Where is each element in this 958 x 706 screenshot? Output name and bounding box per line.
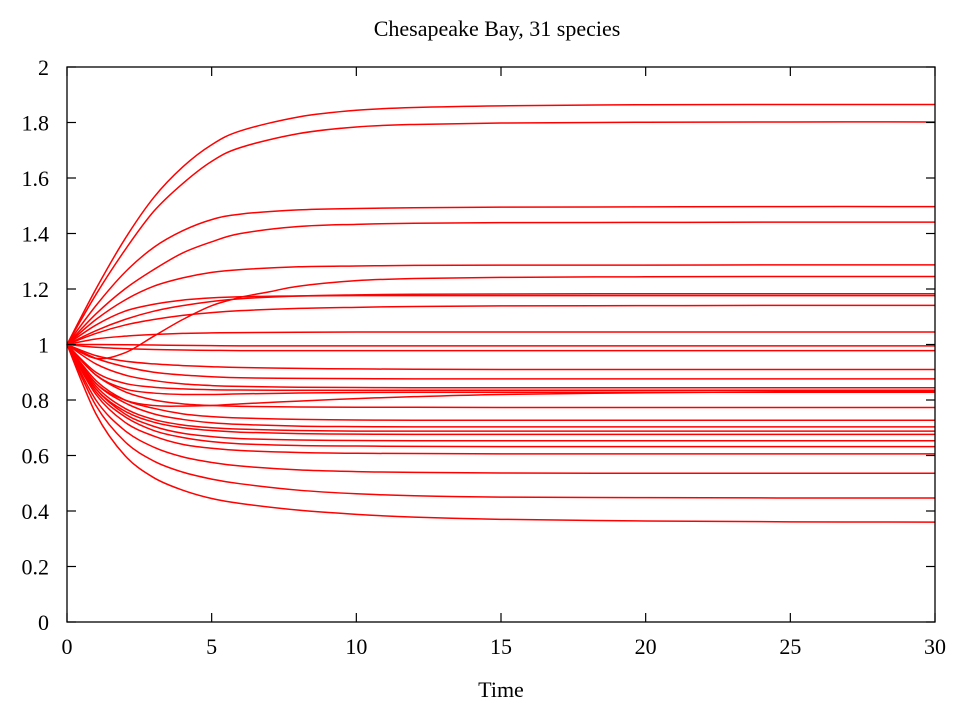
series-line-19 [66, 343, 935, 409]
x-tick-label: 10 [345, 634, 367, 659]
y-tick-label: 0 [38, 610, 49, 635]
series-line-12 [66, 343, 935, 352]
y-tick-label: 0.4 [22, 499, 50, 524]
series-line-9 [66, 304, 936, 346]
series-line-29 [66, 344, 936, 523]
ticks-layer: 0 5 10 15 20 25 30 0 0.2 0.4 0.6 0.8 1 1.2 1.4 1.6 1.8 2 [22, 55, 947, 659]
y-tick-label: 0.2 [22, 555, 50, 580]
series-line-16 [66, 343, 935, 392]
series-line-11 [66, 343, 935, 347]
series-line-14 [66, 343, 935, 380]
series-line-3 [66, 205, 936, 345]
x-tick-label: 15 [490, 634, 512, 659]
plot-frame [66, 66, 936, 623]
y-tick-label: 2 [38, 55, 49, 80]
series-line-2 [66, 121, 936, 345]
y-tick-label: 0.6 [22, 444, 50, 469]
series-line-1 [66, 103, 936, 345]
series-layer [66, 103, 936, 523]
y-tick-label: 1.8 [22, 111, 50, 136]
x-tick-label: 5 [206, 634, 217, 659]
series-line-6 [66, 275, 936, 360]
series-line-25 [66, 344, 935, 448]
series-line-8 [66, 294, 935, 346]
series-line-27 [66, 344, 935, 475]
y-tick-label: 1 [38, 333, 49, 358]
series-line-4 [66, 221, 936, 346]
series-line-22 [66, 344, 935, 432]
series-line-18 [66, 344, 936, 407]
series-line-13 [66, 343, 935, 371]
y-tick-label: 1.6 [22, 166, 50, 191]
x-tick-label: 0 [62, 634, 73, 659]
series-line-5 [66, 264, 936, 346]
y-tick-label: 0.8 [22, 388, 50, 413]
series-line-20 [66, 344, 935, 422]
series-line-24 [66, 344, 935, 442]
x-tick-label: 30 [924, 634, 946, 659]
series-line-10 [66, 331, 935, 346]
y-tick-label: 1.4 [22, 222, 50, 247]
x-tick-label: 25 [779, 634, 801, 659]
chart-title: Chesapeake Bay, 31 species [374, 16, 621, 41]
x-axis-label: Time [478, 677, 524, 702]
series-line-21 [66, 344, 935, 428]
y-tick-label: 1.2 [22, 277, 50, 302]
series-line-7 [66, 292, 935, 346]
series-line-23 [66, 344, 935, 436]
series-line-28 [66, 344, 936, 499]
x-tick-label: 20 [635, 634, 657, 659]
series-line-15 [66, 343, 935, 389]
series-line-26 [66, 344, 935, 455]
